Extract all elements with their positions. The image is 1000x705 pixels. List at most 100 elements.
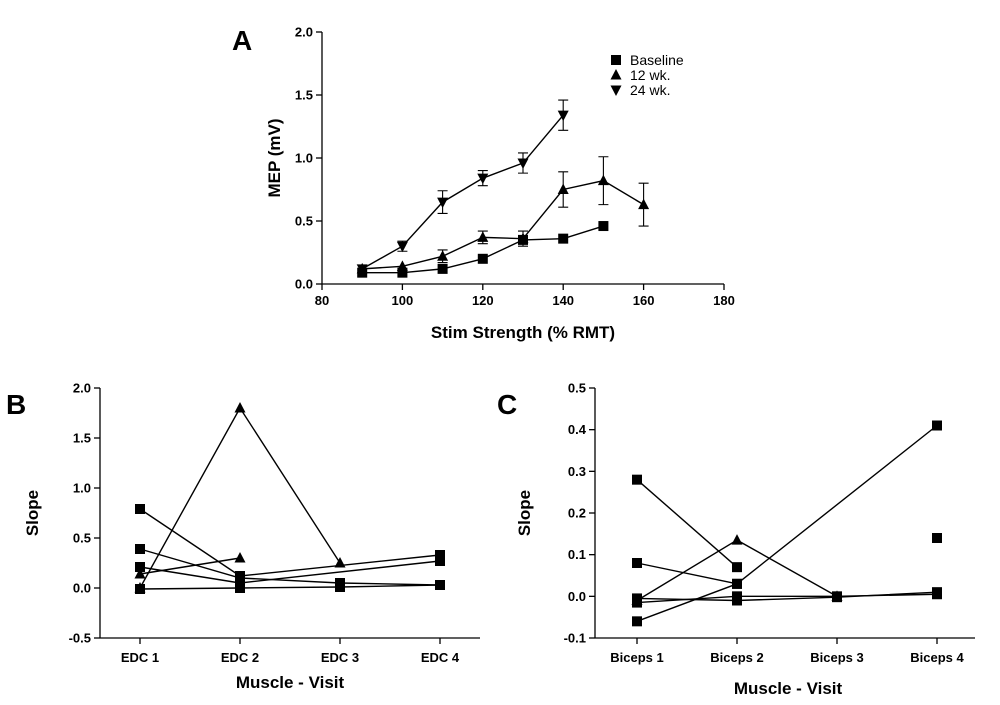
series-line-a-1 [362,179,644,270]
x-tick-label-a-0: 80 [315,293,329,308]
y-tick-label-b-1: 0.0 [73,581,91,596]
panel-b: B -0.5 0.0 0.5 1.0 1.5 2.0 EDC 1 EDC 2 EDC 3 EDC 4… [6,381,480,692]
data-point-a-1-3 [477,231,489,242]
y-tick-label-b-4: 1.5 [73,431,91,446]
panel-letter-c: C [497,389,517,420]
y-tick-label-b-3: 1.0 [73,481,91,496]
y-tick-label-b-5: 2.0 [73,381,91,396]
data-point-a-0-1 [397,267,408,278]
y-tick-label-a-3: 1.5 [295,88,313,103]
data-point-b-4-0 [135,562,145,572]
data-point-c-5-1 [732,591,742,602]
data-point-c-2-1 [731,534,743,545]
legend-marker-a-0 [611,55,621,65]
y-tick-label-c-2: 0.1 [568,547,586,562]
series-b-0 [134,402,346,593]
y-tick-label-c-3: 0.2 [568,506,586,521]
x-tick-label-c-1: Biceps 2 [710,650,763,665]
series-b-1 [135,504,445,581]
series-b-5 [135,580,445,594]
data-point-c-0-0 [632,474,642,485]
y-axis-title-b: Slope [23,490,42,536]
data-point-b-5-1 [235,583,245,593]
series-a-2 [356,99,569,275]
series-c-0 [632,474,742,573]
series-c-5 [632,589,942,608]
series-a-0 [357,221,609,278]
x-axis-title-c: Muscle - Visit [734,679,843,698]
data-point-b-5-2 [335,582,345,592]
x-tick-label-b-3: EDC 4 [421,650,460,665]
data-point-a-1-6 [597,174,609,186]
data-point-b-5-0 [135,584,145,594]
data-point-b-5-3 [435,580,445,590]
data-point-c-5-3 [932,589,942,600]
x-axis-title-b: Muscle - Visit [236,673,345,692]
y-tick-label-a-4: 2.0 [295,25,313,40]
x-tick-label-c-2: Biceps 3 [810,650,863,665]
series-line-c-3 [636,424,938,622]
series-c-6 [932,533,942,543]
series-line-c-5 [636,593,938,604]
y-tick-label-c-6: 0.5 [568,381,586,396]
legend-label-a-1: 12 wk. [630,67,670,83]
series-a-1 [356,156,650,274]
data-point-c-3-0 [632,616,642,627]
data-point-a-1-1 [396,260,408,271]
y-axis-title-a: MEP (mV) [265,118,284,197]
x-tick-label-a-5: 180 [713,293,735,308]
data-point-a-2-1 [396,241,408,253]
data-point-a-1-4 [517,232,529,244]
series-line-a-2 [361,114,564,270]
data-point-b-3-0 [134,568,146,579]
y-tick-label-b-0: -0.5 [69,631,91,646]
data-point-c-3-2 [932,420,942,431]
y-tick-label-c-5: 0.4 [568,422,587,437]
data-point-a-2-4 [517,158,529,170]
y-tick-label-c-0: -0.1 [564,631,586,646]
series-line-b-4 [139,560,441,584]
data-point-a-1-5 [557,183,569,194]
data-point-a-2-3 [477,173,489,185]
series-line-b-3 [139,557,241,575]
series-b-3 [134,552,246,579]
data-point-b-3-1 [234,552,246,563]
panel-letter-b: B [6,389,26,420]
series-c-3 [632,420,942,627]
panel-a: A 0.0 0.5 1.0 1.5 2.0 80 100 120 140 160 180 MEP (mV… [232,25,735,343]
series-line-b-2 [139,548,441,586]
data-point-b-1-0 [135,504,145,514]
series-c-1 [632,558,742,589]
panel-c: C -0.1 0.0 0.1 0.2 0.3 0.4 0.5 Biceps 1 Biceps 2 B… [497,381,975,698]
x-tick-label-c-0: Biceps 1 [610,650,663,665]
y-tick-label-c-1: 0.0 [568,589,586,604]
series-line-b-5 [139,584,441,590]
legend-marker-a-1 [610,69,622,80]
x-tick-label-b-1: EDC 2 [221,650,259,665]
legend-label-a-0: Baseline [630,52,684,68]
y-tick-label-a-0: 0.0 [295,277,313,292]
data-point-a-0-2 [437,263,448,274]
series-line-c-0 [636,479,738,568]
x-tick-label-b-2: EDC 3 [321,650,359,665]
y-tick-label-b-2: 0.5 [73,531,91,546]
x-tick-label-b-0: EDC 1 [121,650,159,665]
data-point-b-2-0 [135,544,145,554]
legend-marker-a-2 [610,85,622,96]
x-tick-label-a-1: 100 [392,293,414,308]
data-point-a-2-0 [356,264,368,275]
data-point-b-4-2 [435,556,445,566]
data-point-a-0-6 [598,221,609,232]
data-point-b-1-2 [435,550,445,560]
y-axis-title-c: Slope [515,490,534,536]
data-point-a-0-5 [558,233,569,244]
data-point-a-1-7 [638,198,650,210]
y-tick-label-c-4: 0.3 [568,464,586,479]
data-point-c-5-0 [632,597,642,608]
series-line-c-1 [636,562,738,585]
data-point-a-2-5 [557,110,569,122]
legend-label-a-2: 24 wk. [630,82,670,98]
panel-letter-a: A [232,25,252,56]
